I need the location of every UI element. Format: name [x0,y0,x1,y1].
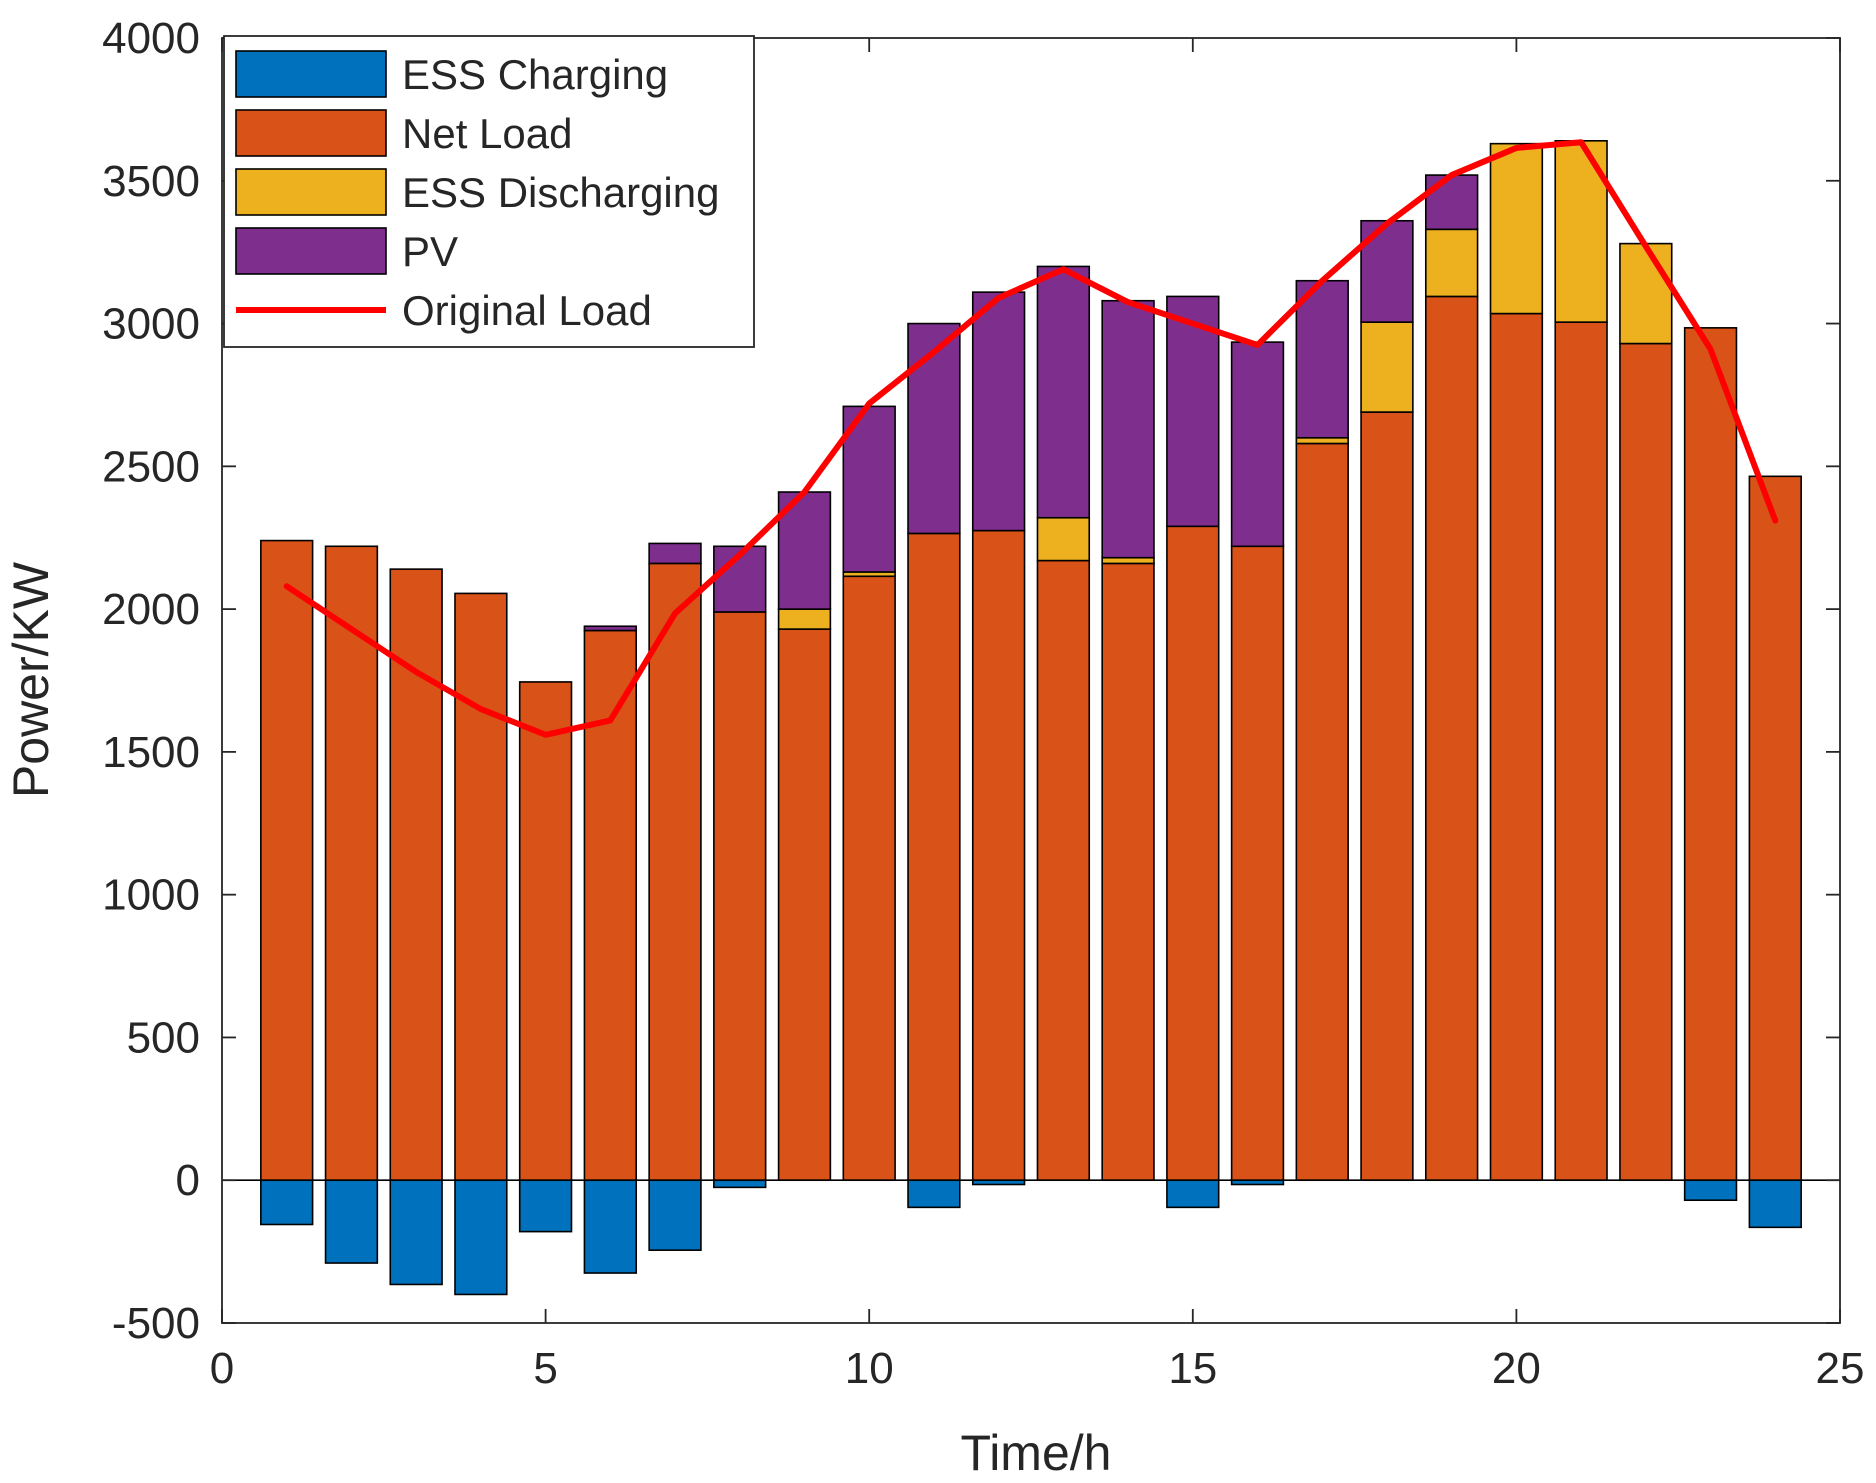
y-tick-label: 4000 [102,14,200,63]
bar-ess-charging-t7 [648,1179,702,1251]
bar-net-load-t6 [583,629,638,1182]
bar-net-load-t20 [1489,312,1544,1182]
y-tick-label: 2500 [102,442,200,491]
original-load-line-layer [283,139,1779,738]
bar-ess-discharging-t9 [777,608,832,630]
y-tick-label: 3000 [102,300,200,349]
legend-label-net-load: Net Load [402,110,572,157]
y-tick-label: 3500 [102,157,200,206]
bar-pv-t11 [907,322,961,535]
bar-pv-t12 [971,291,1026,532]
bar-ess-discharging-t20 [1489,142,1544,315]
bar-ess-charging-t1 [260,1179,314,1226]
bar-net-load-t24 [1748,475,1802,1182]
bar-pv-t15 [1166,295,1220,528]
bar-net-load-t9 [777,628,832,1182]
bar-ess-charging-t11 [907,1179,961,1209]
y-tick-label: -500 [112,1299,200,1348]
bar-ess-charging-t8 [713,1179,767,1189]
bar-ess-discharging-t14 [1101,556,1155,565]
legend-label-ess-charging: ESS Charging [402,51,668,98]
legend-label-original-load: Original Load [402,287,652,334]
bar-net-load-t7 [648,562,702,1182]
bar-ess-charging-t23 [1683,1179,1738,1202]
bar-ess-charging-t24 [1748,1179,1802,1229]
bar-pv-t14 [1101,299,1155,559]
bar-net-load-t13 [1036,559,1091,1182]
bar-pv-t17 [1295,279,1349,439]
legend-swatch-ess-discharging [235,168,387,216]
y-tick-label: 2000 [102,585,200,634]
bar-pv-t10 [842,405,896,573]
bar-net-load-t22 [1619,342,1673,1182]
legend-swatch-ess-charging [235,50,387,98]
bar-net-load-t12 [971,529,1026,1182]
bar-net-load-t14 [1101,562,1155,1182]
x-tick-label: 15 [1168,1344,1217,1393]
legend: ESS Charging Net Load ESS Discharging PV Ori… [223,35,755,348]
y-tick-label: 1500 [102,728,200,777]
legend-swatch-net-load [235,109,387,157]
bar-ess-charging-t3 [389,1179,443,1286]
bar-pv-t13 [1036,265,1091,519]
bar-pv-t19 [1424,174,1479,231]
bar-net-load-t5 [518,681,573,1182]
bar-net-load-t11 [907,532,961,1182]
x-tick-label: 0 [210,1344,234,1393]
bar-net-load-t17 [1295,442,1349,1182]
y-tick-label: 1000 [102,871,200,920]
bar-pv-t7 [648,542,702,565]
x-axis-title: Time/h [961,1425,1112,1481]
bar-net-load-t4 [454,592,508,1182]
bar-pv-t6 [583,625,638,632]
bar-net-load-t21 [1554,321,1608,1182]
bar-ess-charging-t6 [583,1179,638,1274]
bar-pv-t16 [1230,341,1285,548]
legend-swatch-pv [235,227,387,275]
y-tick-label: 500 [127,1013,200,1062]
bar-ess-discharging-t18 [1360,321,1414,413]
x-tick-label: 25 [1816,1344,1865,1393]
bar-ess-charging-t4 [454,1179,508,1296]
bar-net-load-t23 [1683,327,1738,1182]
bar-net-load-t15 [1166,525,1220,1182]
bar-ess-discharging-t19 [1424,228,1479,298]
bar-ess-discharging-t22 [1619,242,1673,345]
original-load-line [283,139,1779,738]
bar-ess-charging-t15 [1166,1179,1220,1209]
bar-net-load-t19 [1424,295,1479,1182]
bar-net-load-t16 [1230,545,1285,1182]
x-tick-label: 20 [1492,1344,1541,1393]
y-tick-label: 0 [176,1156,200,1205]
x-tick-label: 10 [845,1344,894,1393]
bar-net-load-t8 [713,611,767,1182]
bar-ess-charging-t2 [324,1179,379,1264]
bar-net-load-t18 [1360,411,1414,1182]
bar-net-load-t1 [260,539,314,1182]
x-tick-label: 5 [533,1344,557,1393]
plot-frame [221,37,1841,1324]
bars-layer [260,140,1802,1296]
y-axis-title: Power/KW [3,561,59,798]
bar-ess-charging-t5 [518,1179,573,1233]
legend-label-pv: PV [402,228,458,275]
bar-ess-discharging-t13 [1036,516,1091,562]
bar-ess-discharging-t17 [1295,436,1349,445]
bar-net-load-t10 [842,575,896,1182]
legend-label-ess-discharging: ESS Discharging [402,169,719,216]
